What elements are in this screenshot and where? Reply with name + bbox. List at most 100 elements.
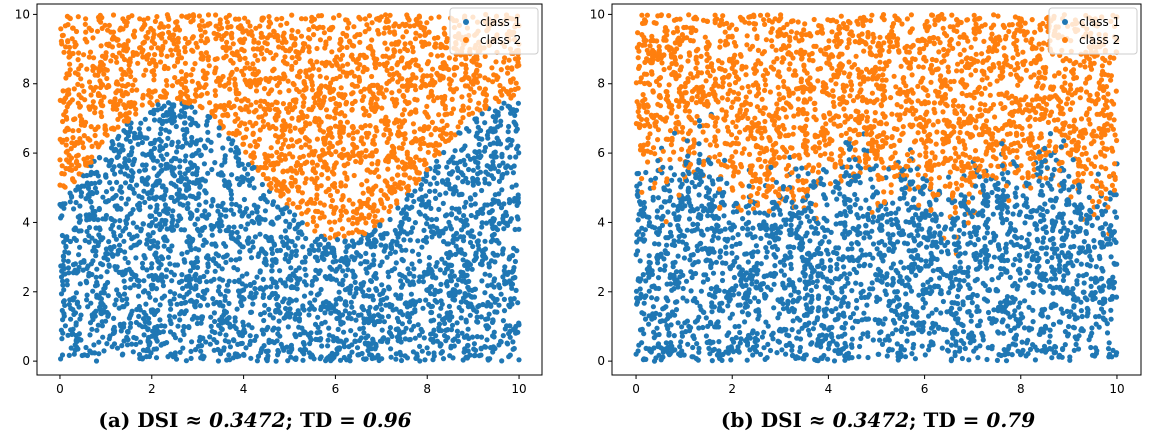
point-class-1 (431, 317, 437, 323)
point-class-2 (168, 32, 174, 38)
point-class-1 (338, 338, 344, 344)
point-class-2 (74, 158, 80, 164)
point-class-2 (307, 144, 313, 150)
point-class-2 (213, 12, 219, 18)
point-class-1 (495, 168, 501, 175)
point-class-1 (236, 279, 242, 285)
point-class-1 (459, 330, 465, 336)
point-class-2 (298, 109, 304, 115)
point-class-2 (403, 29, 409, 35)
point-class-1 (143, 354, 150, 360)
point-class-1 (60, 330, 66, 336)
point-class-2 (218, 77, 224, 83)
point-class-1 (204, 269, 210, 275)
point-class-2 (342, 92, 348, 98)
point-class-1 (188, 355, 194, 361)
point-class-1 (498, 339, 504, 345)
point-class-1 (423, 201, 429, 208)
point-class-2 (289, 12, 295, 18)
point-class-1 (210, 198, 216, 204)
point-class-2 (162, 94, 168, 100)
point-class-2 (64, 104, 70, 110)
point-class-1 (160, 256, 166, 262)
point-class-1 (147, 294, 153, 300)
point-class-2 (247, 23, 253, 29)
point-class-1 (103, 212, 109, 219)
point-class-2 (290, 143, 296, 149)
point-class-1 (443, 190, 449, 196)
point-class-1 (333, 268, 339, 274)
point-class-1 (234, 229, 240, 235)
point-class-2 (302, 41, 308, 47)
point-class-1 (468, 196, 474, 202)
point-class-1 (248, 309, 254, 315)
point-class-2 (154, 14, 160, 20)
point-class-2 (328, 203, 334, 209)
point-class-2 (482, 75, 488, 81)
point-class-2 (366, 112, 372, 119)
point-class-1 (111, 148, 117, 154)
point-class-2 (292, 104, 298, 110)
point-class-1 (456, 289, 462, 295)
point-class-1 (291, 273, 297, 279)
point-class-1 (252, 286, 258, 292)
point-class-1 (160, 283, 166, 289)
point-class-1 (188, 276, 194, 282)
point-class-1 (209, 223, 216, 229)
point-class-1 (358, 312, 364, 318)
point-class-2 (60, 137, 66, 143)
point-class-1 (174, 149, 180, 155)
point-class-1 (302, 266, 308, 272)
point-class-1 (78, 337, 84, 343)
point-class-2 (145, 29, 151, 35)
point-class-1 (250, 244, 256, 250)
point-class-1 (151, 311, 157, 318)
point-class-1 (102, 285, 108, 291)
point-class-1 (506, 104, 513, 110)
point-class-1 (220, 277, 226, 283)
point-class-1 (495, 138, 502, 144)
point-class-2 (325, 166, 331, 172)
point-class-1 (157, 117, 163, 123)
point-class-1 (249, 218, 255, 224)
point-class-1 (467, 262, 473, 268)
point-class-2 (179, 76, 185, 82)
point-class-1 (491, 284, 497, 290)
point-class-2 (400, 132, 406, 138)
point-class-2 (217, 103, 223, 109)
point-class-2 (225, 113, 231, 119)
point-class-2 (349, 100, 355, 107)
point-class-1 (394, 239, 400, 245)
point-class-2 (396, 72, 402, 78)
point-class-1 (84, 172, 90, 179)
point-class-2 (344, 119, 350, 125)
point-class-2 (346, 197, 352, 203)
point-class-2 (310, 104, 316, 110)
point-class-1 (112, 171, 118, 177)
point-class-2 (391, 150, 397, 156)
point-class-2 (327, 235, 333, 241)
point-class-1 (486, 324, 492, 330)
point-class-2 (371, 204, 377, 210)
point-class-1 (461, 213, 467, 219)
point-class-1 (183, 308, 189, 314)
point-class-1 (100, 194, 106, 200)
point-class-2 (64, 148, 70, 154)
point-class-2 (274, 112, 280, 118)
point-class-1 (193, 271, 199, 277)
point-class-2 (394, 198, 400, 204)
point-class-1 (269, 263, 275, 269)
point-class-1 (338, 319, 344, 325)
point-class-2 (77, 139, 83, 145)
point-class-2 (186, 39, 192, 45)
point-class-1 (435, 170, 441, 176)
point-class-1 (308, 290, 314, 296)
point-class-2 (328, 80, 334, 86)
point-class-1 (309, 282, 315, 288)
point-class-1 (238, 223, 244, 230)
point-class-2 (219, 25, 225, 31)
point-class-1 (460, 179, 466, 185)
point-class-1 (485, 283, 491, 289)
point-class-2 (387, 72, 393, 78)
point-class-1 (466, 128, 472, 134)
